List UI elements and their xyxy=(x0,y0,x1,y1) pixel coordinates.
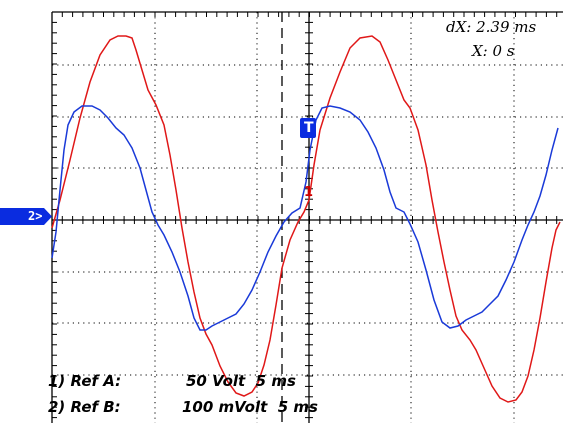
ref-b-trace xyxy=(51,105,559,331)
ref-b-scale: 100 mVolt 5 ms xyxy=(182,398,318,416)
ref-b-legend: 2) Ref B: xyxy=(48,398,121,416)
channel-2-marker[interactable] xyxy=(0,208,52,225)
ref-a-scale: 50 Volt 5 ms xyxy=(186,372,296,390)
x-readout: X: 0 s xyxy=(472,42,515,60)
ref-a-marker: 1 xyxy=(304,185,314,200)
ref-a-legend: 1) Ref A: xyxy=(48,372,122,390)
dx-readout: dX: 2.39 ms xyxy=(446,18,537,36)
trigger-marker[interactable] xyxy=(300,118,316,138)
channel-2-label: 2> xyxy=(28,209,43,223)
ref-a-trace xyxy=(51,35,561,403)
trigger-label: T xyxy=(304,120,314,136)
